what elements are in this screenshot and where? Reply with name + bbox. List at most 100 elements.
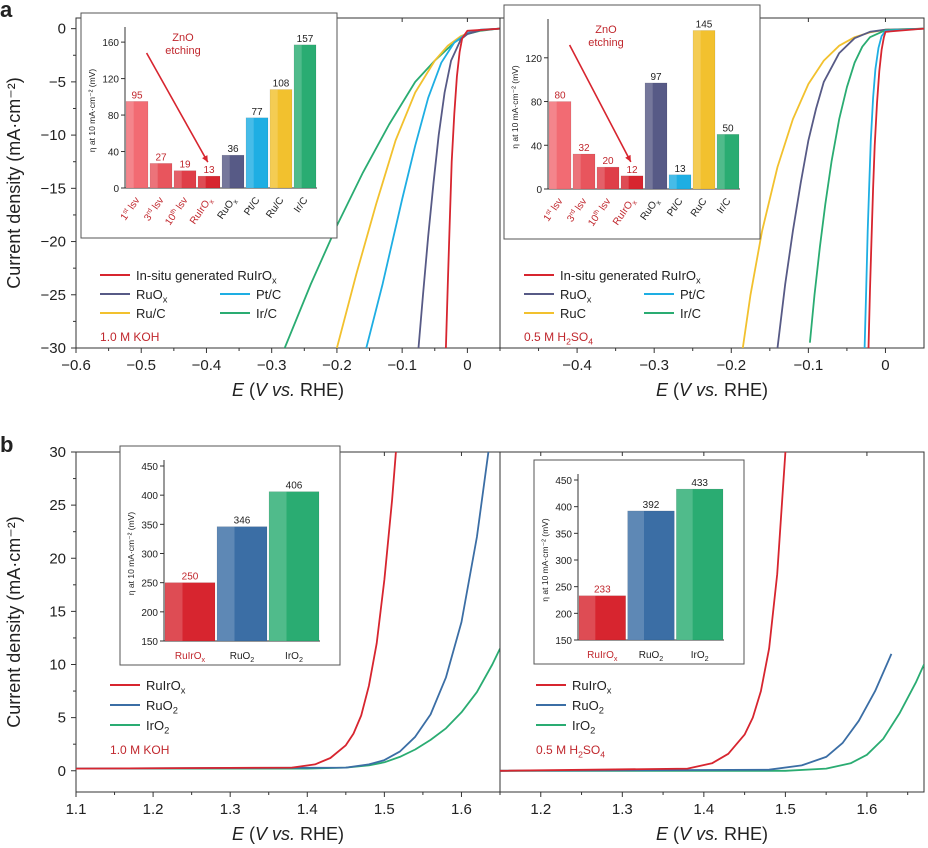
y-tick-label: 15: [49, 603, 66, 620]
bar-highlight: [676, 489, 693, 640]
label-part: /: [692, 287, 696, 302]
bar-highlight: [222, 155, 230, 188]
inset-category-label: 1st lsv: [541, 196, 565, 224]
x-tick-label: −0.4: [562, 357, 592, 374]
series-line-ru-c: [336, 27, 500, 348]
label-part: M: [556, 743, 566, 757]
bar-value-label: 20: [602, 156, 614, 167]
x-axis-label: E (V vs. RHE): [232, 380, 344, 400]
x-axis-label-part: (: [244, 380, 255, 400]
label-part: I: [691, 650, 694, 661]
label-part: C: [696, 287, 705, 302]
annotation-text: etching: [588, 37, 623, 49]
label-part: u: [269, 204, 281, 215]
label-part: O: [580, 718, 590, 733]
series-line-ruc: [741, 27, 924, 348]
label-part: O: [262, 268, 272, 283]
inset-y-tick-label: 150: [555, 636, 572, 647]
label-part: 2: [705, 654, 709, 663]
legend-label: Ru/C: [136, 306, 166, 321]
inset-y-tick-label: 450: [141, 462, 158, 473]
x-axis-label-part: E: [656, 824, 669, 844]
bar: [197, 175, 221, 189]
label-part: R: [175, 651, 182, 662]
label-part: 4: [600, 749, 605, 759]
label-part: u: [569, 306, 576, 321]
x-axis-label-part: E: [232, 380, 245, 400]
legend-label: In-situ generated RuIrOx: [136, 268, 277, 286]
label-part: u: [220, 205, 232, 216]
bar-value-label: 95: [131, 90, 143, 101]
label-part: e: [621, 268, 628, 283]
legend-label: Ir/C: [256, 306, 277, 321]
label-part: r: [717, 204, 728, 214]
bar-value-label: 19: [179, 160, 191, 171]
legend-label: RuIrOx: [572, 678, 612, 696]
bar-highlight: [217, 526, 235, 641]
label-part: r: [684, 306, 689, 321]
legend-label: In-situ generated RuIrOx: [560, 268, 701, 286]
bar-highlight: [693, 30, 701, 189]
x-tick-label: 1.2: [143, 801, 164, 818]
y-tick-label: 25: [49, 497, 66, 514]
inset-category-label: 1st lsv: [118, 195, 142, 223]
label-part: 0: [110, 330, 117, 344]
label-part: st: [544, 208, 553, 216]
label-part: O: [171, 678, 181, 693]
x-axis-label-part: RHE): [719, 824, 768, 844]
inset-y-tick-label: 0: [113, 184, 119, 195]
label-part: /: [719, 202, 730, 211]
label-part: l: [597, 205, 607, 213]
label-part: e: [606, 268, 613, 283]
label-part: O: [194, 651, 202, 662]
label-part: l: [126, 204, 136, 212]
y-axis-label: Current density (mA·cm⁻²): [4, 516, 24, 728]
label-part: u: [182, 651, 188, 662]
bar-value-label: 108: [273, 79, 290, 90]
bar-highlight: [579, 595, 596, 640]
label-part: O: [291, 651, 299, 662]
label-part: I: [589, 678, 593, 693]
label-part: O: [591, 743, 600, 757]
x-tick-label: 1.2: [530, 801, 551, 818]
label-part: u: [615, 211, 627, 222]
label-part: P: [256, 287, 265, 302]
x-tick-label: 1.3: [220, 801, 241, 818]
label-part: x: [163, 295, 168, 305]
label-part: 3: [142, 212, 154, 223]
label-part: r: [258, 268, 263, 283]
inset-y-tick-label: 120: [102, 75, 119, 86]
bar-highlight: [627, 510, 644, 640]
y-tick-label: 10: [49, 657, 66, 674]
label-part: u: [646, 650, 652, 661]
label-part: S: [571, 330, 579, 344]
label-part: s: [151, 268, 158, 283]
inset-category-label: Pt/C: [665, 196, 685, 218]
legend-label: Pt/C: [256, 287, 281, 302]
label-part: 2: [299, 655, 303, 664]
label-part: v: [554, 196, 566, 206]
label-part: /: [272, 201, 283, 210]
label-part: I: [163, 678, 167, 693]
y-tick-label: 0: [58, 21, 66, 38]
bar: [164, 582, 216, 642]
label-part: 3: [565, 213, 577, 224]
inset-bar-chart: 150 200 250 300 350 400 450 η at 10 mA·cm⁻² (mV…: [119, 445, 341, 666]
label-part: I: [600, 650, 603, 661]
label-part: n: [614, 268, 621, 283]
label-part: x: [614, 654, 618, 663]
panel-oer-koh: 1.1 1.2 1.3 1.4 1.5 1.6E (V vs. RHE)051015202…: [4, 444, 501, 844]
label-part: r: [197, 204, 208, 214]
label-part: s: [128, 200, 140, 210]
bar-value-label: 233: [594, 585, 611, 596]
label-part: u: [155, 698, 162, 713]
bar-highlight: [246, 117, 254, 188]
label-part: I: [195, 207, 206, 216]
label-part: d: [226, 268, 233, 283]
label-part: I: [256, 306, 260, 321]
label-part: l: [549, 205, 559, 213]
label-part: a: [632, 268, 640, 283]
y-tick-label: 0: [58, 763, 66, 780]
label-part: u: [643, 206, 655, 217]
label-part: x: [202, 655, 206, 664]
